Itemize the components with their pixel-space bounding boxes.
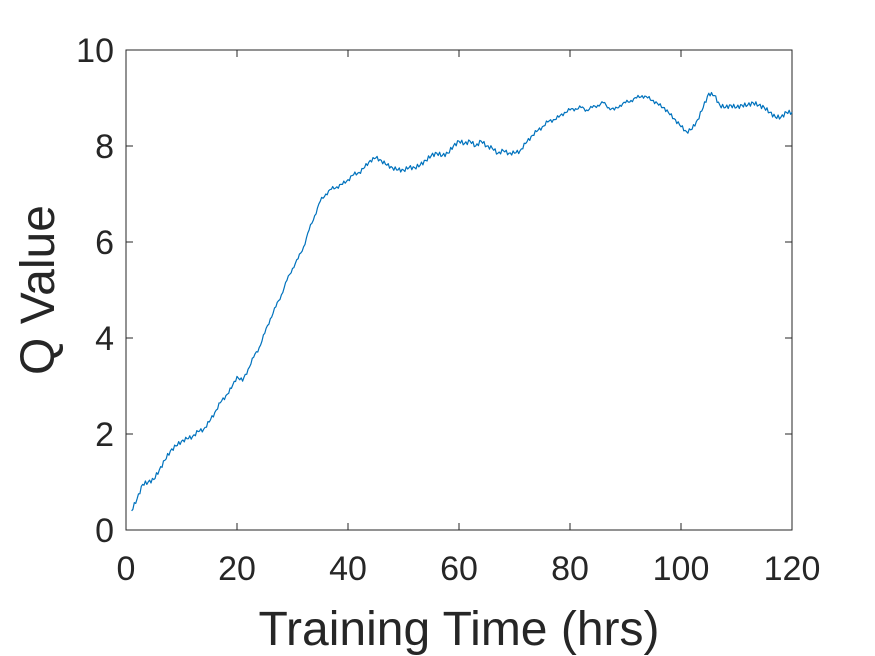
series-layer xyxy=(131,91,793,512)
y-tick-label: 0 xyxy=(95,512,114,550)
x-axis-ticks: 0 20 40 60 80 100 120 xyxy=(117,50,821,588)
y-tick-label: 6 xyxy=(95,224,114,262)
axes-box xyxy=(125,49,793,531)
x-tick-label: 20 xyxy=(218,550,256,588)
y-axis-ticks: 0 2 4 6 8 10 xyxy=(76,32,792,550)
y-tick-label: 10 xyxy=(76,32,114,70)
y-tick-label: 4 xyxy=(95,320,114,358)
x-tick-label: 60 xyxy=(440,550,478,588)
y-tick-label: 2 xyxy=(95,416,114,454)
y-tick-label: 8 xyxy=(95,128,114,166)
y-axis-title: Q Value xyxy=(12,205,65,375)
series-line xyxy=(131,91,793,512)
plot-area: 0 20 40 60 80 100 120 0 2 4 6 8 10 xyxy=(76,32,820,588)
x-tick-label: 100 xyxy=(653,550,710,588)
x-tick-label: 0 xyxy=(117,550,136,588)
x-axis-title: Training Time (hrs) xyxy=(259,603,660,656)
x-tick-label: 80 xyxy=(551,550,589,588)
x-tick-label: 120 xyxy=(764,550,821,588)
x-tick-label: 40 xyxy=(329,550,367,588)
